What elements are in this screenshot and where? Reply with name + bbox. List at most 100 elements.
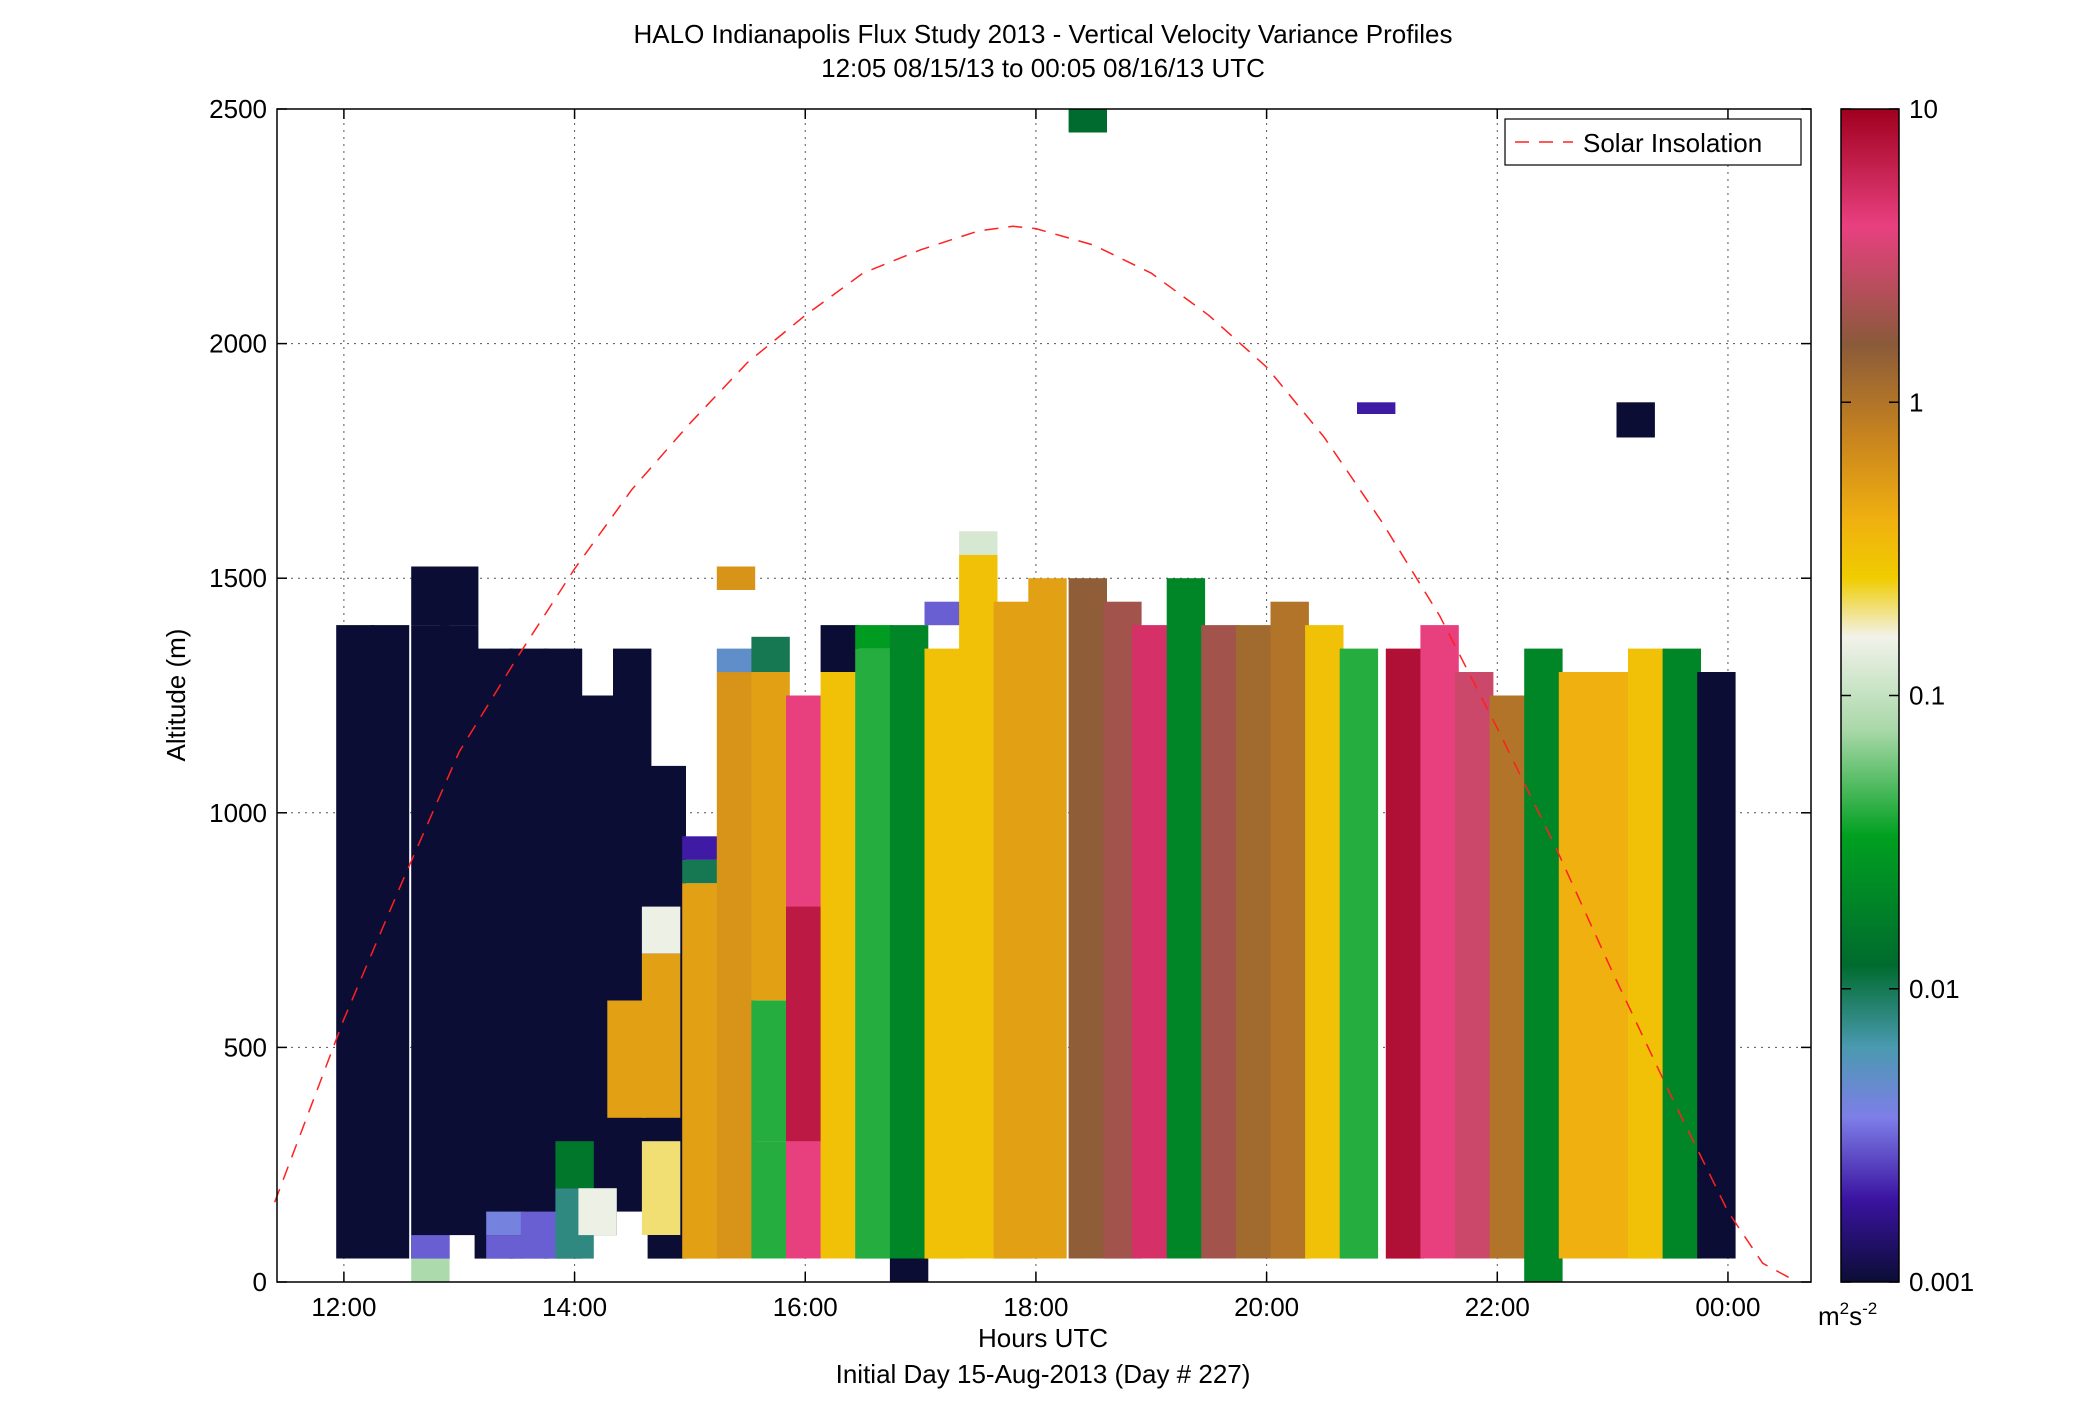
y-axis-label: Altitude (m) (161, 629, 191, 762)
heatmap-cell (716, 566, 756, 590)
y-tick-label: 2000 (209, 329, 267, 359)
plot-area: 12:00 14:00 16:00 18:00 20:00 22:00 00:00 0 500… (209, 94, 1812, 1322)
heatmap-cell (641, 906, 681, 954)
heatmap-cell (751, 1000, 790, 1142)
colorbar-unit: m2s-2 (1818, 1299, 1877, 1331)
y-tick-label: 500 (224, 1032, 267, 1062)
y-tick-label: 0 (253, 1267, 267, 1297)
heatmap-cell (1357, 402, 1396, 414)
heatmap-cell (924, 648, 963, 1259)
heatmap-cell (682, 859, 721, 884)
heatmap-cell (641, 1141, 681, 1235)
heatmap-cell (682, 883, 721, 1259)
heatmap-cell (855, 648, 894, 1259)
heatmap-cell (1489, 695, 1528, 1259)
heatmap-cell (889, 1258, 929, 1282)
heatmap-cell (486, 1235, 525, 1259)
heatmap-cell (1235, 625, 1275, 1259)
colorbar-tick-label: 0.001 (1909, 1267, 1974, 1297)
heatmap-cell (1420, 625, 1459, 1259)
x-tick-label: 00:00 (1695, 1292, 1760, 1322)
legend-box (1504, 118, 1802, 166)
heatmap-cell (1385, 648, 1425, 1259)
heatmap-cell (889, 625, 929, 1259)
x-tick-label: 16:00 (773, 1292, 838, 1322)
heatmap-cell (993, 601, 1033, 1259)
heatmap-cell (959, 554, 998, 1259)
heatmap-cell (440, 625, 479, 1236)
y-tick-label: 2500 (209, 94, 267, 124)
x-axis: 12:00 14:00 16:00 18:00 20:00 22:00 00:00 (311, 109, 1760, 1322)
heatmap-cell (411, 1258, 450, 1282)
heatmap-cell (336, 625, 375, 1259)
heatmap-cell (474, 648, 513, 1259)
heatmap-cell (1524, 648, 1563, 1282)
solar-insolation-line (273, 225, 1798, 1283)
legend-label-solar-insolation: Solar Insolation (1583, 128, 1762, 158)
heatmap-cell (1616, 402, 1655, 438)
heatmap-cell (751, 672, 790, 1001)
heatmap-cell (486, 1211, 525, 1236)
heatmap-cell (411, 1235, 450, 1259)
heatmap-cell (924, 601, 963, 626)
heatmap-cell (1028, 578, 1067, 1259)
heatmap-cell (370, 625, 410, 1259)
x-tick-label: 14:00 (542, 1292, 607, 1322)
heatmap-cell (509, 648, 548, 1259)
heatmap-cell (1455, 672, 1494, 1259)
heatmap-cell (751, 1141, 790, 1259)
colorbar-tick-label: 0.01 (1909, 974, 1960, 1004)
heatmap-cell (555, 1141, 594, 1189)
colorbar-unit-base: m (1818, 1301, 1840, 1331)
y-axis: 0 500 1000 1500 2000 2500 (209, 94, 1811, 1297)
heatmap-cell (1068, 109, 1107, 133)
heatmap-cell (716, 672, 756, 1259)
heatmap-cell (855, 625, 894, 649)
x-axis-label: Hours UTC (978, 1323, 1108, 1353)
heatmap-cell (520, 1211, 560, 1259)
heatmap-cell (578, 1188, 617, 1236)
x-tick-label: 12:00 (311, 1292, 376, 1322)
heatmap-cell (1697, 672, 1736, 1259)
heatmap-cell (820, 625, 859, 672)
heatmap-cell (440, 566, 479, 626)
chart-subtitle: 12:05 08/15/13 to 00:05 08/16/13 UTC (821, 53, 1265, 83)
x-tick-label: 22:00 (1465, 1292, 1530, 1322)
y-tick-label: 1500 (209, 563, 267, 593)
x-tick-label: 18:00 (1003, 1292, 1068, 1322)
colorbar: 0.001 0.01 0.1 1 10 m2s-2 (1818, 94, 1974, 1331)
heatmap-cell (1270, 601, 1309, 1259)
legend[interactable]: Solar Insolation (1504, 118, 1802, 166)
heatmap-cell (1593, 672, 1632, 1259)
heatmap-cell (1628, 648, 1667, 1259)
colorbar-unit-mid: s (1849, 1301, 1862, 1331)
colorbar-tick-label: 1 (1909, 387, 1923, 417)
heatmap (336, 109, 1736, 1282)
colorbar-tick-label: 10 (1909, 94, 1938, 124)
chart-title: HALO Indianapolis Flux Study 2013 - Vert… (634, 19, 1453, 49)
heatmap-cell (959, 531, 998, 555)
colorbar-unit-sup1: 2 (1840, 1299, 1849, 1318)
heatmap-cell (1068, 578, 1107, 1259)
colorbar-unit-sup2: -2 (1862, 1299, 1877, 1318)
heatmap-cell (1305, 625, 1344, 1259)
heatmap-cell (682, 836, 721, 860)
colorbar-ticks: 0.001 0.01 0.1 1 10 (1841, 94, 1974, 1297)
heatmap-cell (1662, 648, 1701, 1259)
x-tick-label: 20:00 (1234, 1292, 1299, 1322)
heatmap-cell (716, 648, 756, 673)
heatmap-cell (820, 672, 859, 1259)
heatmap-cell (786, 906, 825, 1142)
heatmap-cell (1132, 625, 1171, 1259)
heatmap-cell (1201, 625, 1240, 1259)
heatmap-cell (641, 953, 681, 1118)
colorbar-tick-label: 0.1 (1909, 681, 1945, 711)
heatmap-cell (607, 1000, 646, 1118)
x-axis-sublabel: Initial Day 15-Aug-2013 (Day # 227) (836, 1359, 1251, 1389)
heatmap-cell (1339, 648, 1379, 1259)
plot-frame (276, 108, 1812, 1283)
heatmap-cell (751, 636, 790, 672)
heatmap-cell (1166, 578, 1206, 1259)
y-tick-label: 1000 (209, 798, 267, 828)
heatmap-cell (1558, 672, 1598, 1259)
